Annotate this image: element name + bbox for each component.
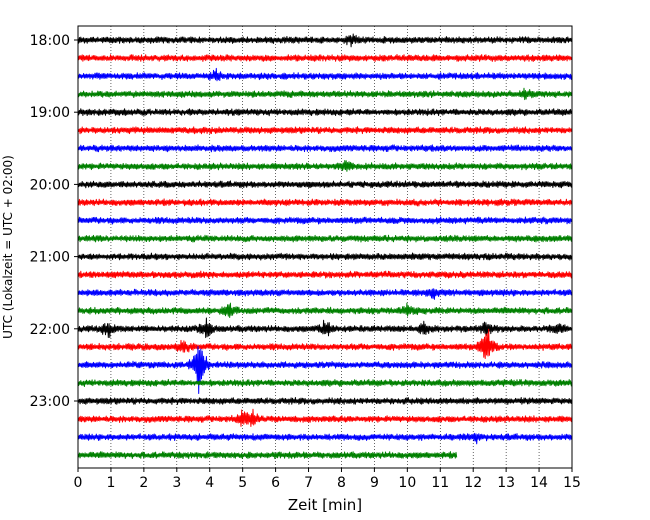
y-axis-label: UTC (Lokalzeit = UTC + 02:00) <box>1 155 15 339</box>
seismic-trace <box>77 451 458 460</box>
x-axis-label: Zeit [min] <box>288 496 362 514</box>
seismic-trace <box>77 67 573 82</box>
seismic-trace <box>77 378 573 387</box>
x-tick-label: 5 <box>238 475 247 491</box>
seismic-trace <box>77 87 573 101</box>
y-tick-label: 19:00 <box>30 105 70 121</box>
y-tick-label: 22:00 <box>30 322 70 338</box>
seismic-trace <box>77 317 573 339</box>
x-axis-ticks: 0 1 2 3 4 5 6 7 8 9 10 11 12 13 14 15 <box>74 468 581 491</box>
seismic-trace <box>77 346 573 394</box>
seismic-trace <box>77 126 573 135</box>
x-tick-label: 4 <box>205 475 214 491</box>
seismic-trace <box>77 234 573 243</box>
seismic-trace <box>77 288 573 300</box>
x-tick-label: 9 <box>370 475 379 491</box>
seismic-trace <box>77 160 573 172</box>
seismic-trace <box>77 252 573 261</box>
x-tick-label: 12 <box>464 475 482 491</box>
x-tick-label: 14 <box>530 475 548 491</box>
seismic-trace <box>77 33 573 48</box>
seismic-trace <box>77 270 573 279</box>
x-tick-label: 13 <box>497 475 515 491</box>
seismic-trace <box>77 144 573 153</box>
x-tick-label: 0 <box>74 475 83 491</box>
x-tick-label: 15 <box>563 475 581 491</box>
seismic-trace <box>77 198 573 207</box>
seismic-trace <box>77 408 573 427</box>
x-tick-label: 7 <box>304 475 313 491</box>
seismic-trace <box>77 397 573 405</box>
y-tick-label: 18:00 <box>30 33 70 49</box>
seismic-trace <box>77 180 573 189</box>
seismic-traces <box>77 33 573 460</box>
y-tick-label: 23:00 <box>30 394 70 410</box>
x-tick-label: 2 <box>139 475 148 491</box>
x-tick-label: 1 <box>106 475 115 491</box>
y-tick-label: 21:00 <box>30 250 70 266</box>
x-tick-label: 6 <box>271 475 280 491</box>
seismic-trace <box>77 328 573 359</box>
x-tick-label: 10 <box>398 475 416 491</box>
y-tick-label: 20:00 <box>30 177 70 193</box>
seismic-trace <box>77 432 573 445</box>
plot-frame <box>77 25 573 469</box>
x-tick-label: 11 <box>431 475 449 491</box>
x-tick-label: 8 <box>337 475 346 491</box>
seismic-trace <box>77 216 573 225</box>
y-axis-ticks: 18:00 19:00 20:00 21:00 22:00 23:00 <box>30 33 78 410</box>
x-tick-label: 3 <box>172 475 181 491</box>
seismic-trace <box>77 302 573 318</box>
seismic-trace <box>77 54 573 62</box>
seismic-trace <box>77 108 573 117</box>
